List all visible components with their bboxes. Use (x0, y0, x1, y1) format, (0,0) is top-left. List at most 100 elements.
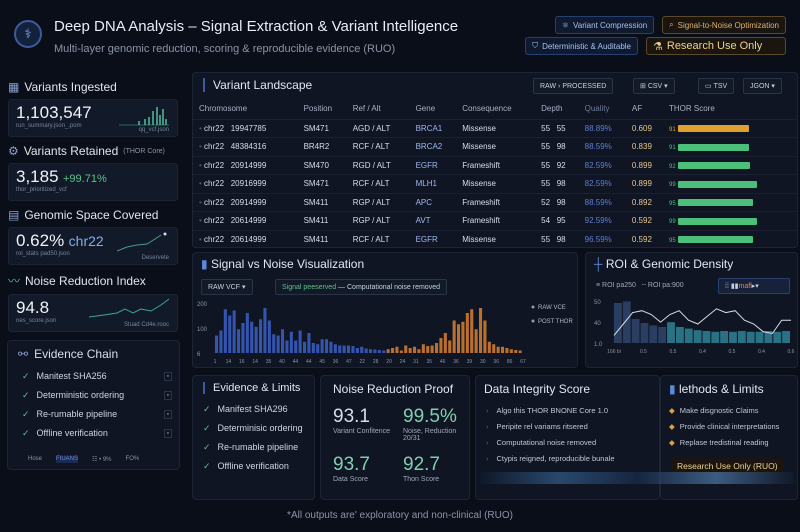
evidence-chain-panel: ⚯ Evidence Chain ✓ Manitest SHA256 ◦ ✓ Determ… (7, 340, 180, 470)
post-thor-bar (443, 333, 447, 353)
check-icon: ✓ (203, 441, 211, 452)
post-thor-bar (417, 349, 421, 353)
checklist-item: ✓ Manifest SHA296 (203, 403, 288, 414)
card-genomic-space: ▤ Genomic Space Covered 0.62% chr22 roi_st… (8, 208, 178, 265)
check-icon: ✓ (22, 408, 30, 419)
raw-vcf-bar (254, 326, 258, 353)
x-tick-label: 24 (400, 359, 406, 365)
x-tick-label: 46 (440, 359, 446, 365)
density-bar (764, 331, 773, 343)
column-header[interactable]: AF (631, 104, 643, 114)
roi-tools[interactable]: ⁞⁞ ▮▮ mafl ▸▾ (718, 278, 790, 294)
density-bar (658, 327, 667, 343)
table-row[interactable]: • chr22 20914999 SM470 RGD / ALT EGFR Frames… (193, 155, 797, 175)
post-thor-bar (470, 309, 474, 353)
checklist-item: ✓ Re-rumable pipeline (203, 441, 299, 452)
roi-chart: 50 40 1.0 166 bi 0.5 0.5 0.4 0.5 0.4 0.6 (594, 300, 795, 355)
table-row[interactable]: • chr22 48384316 BR4R2 RCF / ALT BRCA2 Misse… (193, 137, 797, 156)
proof-stat: 93.1 Variant Confitence (333, 406, 391, 435)
column-header[interactable]: Gene (415, 104, 436, 114)
raw-vcf-bar (232, 310, 236, 353)
post-thor-bar (483, 320, 487, 353)
raw-vcf-bar (325, 339, 329, 353)
proof-stat: 99.5% Noise, Reduction 20/31 (403, 406, 457, 442)
raw-vcf-bar (382, 350, 386, 353)
x-tick-label: 67 (520, 359, 526, 365)
deterministic-badge[interactable]: ⛉ Deterministic & Auditable (525, 37, 638, 55)
vcf-select[interactable]: RAW VCF ▾ (201, 279, 253, 295)
check-icon: ✓ (203, 403, 211, 414)
density-bar (702, 331, 711, 343)
integrity-item: › Computational noise removed (486, 437, 597, 447)
verify-button[interactable]: ◦ (163, 390, 172, 401)
gear-icon: ⚙ (8, 144, 19, 158)
thor-score-bar (677, 162, 750, 170)
warning-icon: ◆ (669, 421, 675, 431)
raw-vcf-bar (347, 345, 351, 353)
integrity-item: › Ctypis reigned, reproducible bunale (486, 453, 615, 463)
x-tick-label: 35 (266, 359, 272, 365)
page-subtitle: Multi-layer genomic reduction, scoring &… (54, 43, 396, 55)
raw-vcf-bar (259, 319, 263, 353)
column-header[interactable]: Position (303, 104, 333, 114)
checklist-item: ✓ Offline verification (203, 460, 289, 471)
column-header[interactable]: Chromosome (199, 104, 248, 114)
density-bar (631, 319, 640, 343)
x-tick-label: 44 (306, 359, 312, 365)
tsv-export-button[interactable]: ▭ TSV (698, 78, 735, 94)
raw-processed-toggle[interactable]: RAW › PROCESSED (533, 78, 614, 94)
csv-export-button[interactable]: ⊞ CSV ▾ (633, 78, 675, 94)
column-header[interactable]: Depth (541, 104, 563, 114)
search-icon: ⌕ (669, 20, 674, 29)
raw-vcf-bar (355, 348, 359, 353)
pin-icon: ┼ (594, 257, 603, 271)
snr-badge[interactable]: ⌕ Signal-to-Noise Optimization (662, 16, 786, 34)
roi-legend: ≡ ROI pa250 ┄ ROI pa:900 (596, 282, 684, 289)
x-tick-label: 0.4 (758, 349, 765, 355)
sparkline-bars (119, 107, 169, 126)
raw-vcf-bar (364, 348, 368, 353)
raw-vcf-bar (237, 329, 241, 353)
column-header[interactable]: Quality (584, 104, 610, 114)
column-header[interactable]: THOR Score (668, 104, 715, 114)
x-tick-label: 40 (279, 359, 285, 365)
raw-vcf-bar (276, 335, 280, 353)
map-icon: ▤ (8, 208, 20, 222)
checklist-item: ✓ Determinisic ordering (203, 422, 303, 433)
ruo-badge[interactable]: ⚗ Research Use Only (646, 37, 786, 55)
density-bar (773, 331, 782, 343)
post-thor-bar (457, 324, 461, 353)
x-tick-label: 45 (319, 359, 325, 365)
variant-compression-badge[interactable]: ⚛ Variant Compression (554, 16, 655, 34)
post-thor-bar (461, 321, 465, 353)
check-icon: ✓ (22, 370, 30, 381)
thor-score-bar (677, 236, 753, 244)
density-bar (684, 328, 693, 343)
raw-vcf-bar (289, 331, 293, 353)
x-tick-label: 31 (413, 359, 419, 365)
raw-vcf-bar (307, 333, 311, 353)
verify-button[interactable]: ◦ (163, 409, 172, 420)
header-badges: ⚛ Variant Compression ⌕ Signal-to-Noise Op… (525, 16, 786, 55)
table-row[interactable]: • chr22 20916999 SM471 RCF / ALT MLH1 Missen… (193, 174, 797, 193)
post-thor-bar (435, 343, 439, 353)
verify-button[interactable]: ◦ (163, 428, 172, 439)
checklist-item: ✓ Offline verification ◦ (22, 424, 172, 443)
integrity-item: › Algo this THOR BNONE Core 1.0 (486, 405, 609, 415)
card-variants-ingested: ▦ Variants Ingested 1,103,547 run_summary.… (8, 80, 178, 137)
raw-vcf-bar (228, 315, 232, 353)
json-export-button[interactable]: JGON ▾ (743, 78, 782, 94)
raw-vcf-bar (377, 350, 381, 353)
post-thor-bar (399, 350, 403, 353)
x-tick-label: 0.5 (729, 349, 736, 355)
column-header[interactable]: Ref / Alt (352, 104, 381, 114)
column-header[interactable]: Consequence (462, 104, 512, 114)
table-row[interactable]: • chr22 19947785 SM471 AGD / ALT BRCA1 Misse… (193, 118, 797, 138)
card-noise-reduction: 〰 Noise Reduction Index 94.8 nes_score.jso… (8, 272, 178, 332)
verify-button[interactable]: ◦ (163, 371, 172, 382)
raw-vcf-bar (298, 330, 302, 353)
table-row[interactable]: • chr22 20914999 SM411 RGP / ALT APC Framesh… (193, 192, 797, 212)
table-row[interactable]: • chr22 20614999 SM411 RGP / ALT AVT Framesh… (193, 211, 797, 230)
table-row[interactable]: • chr22 20614999 SM411 RCF / ALT EGFR Missen… (193, 229, 797, 249)
thor-score-bar (677, 199, 753, 207)
